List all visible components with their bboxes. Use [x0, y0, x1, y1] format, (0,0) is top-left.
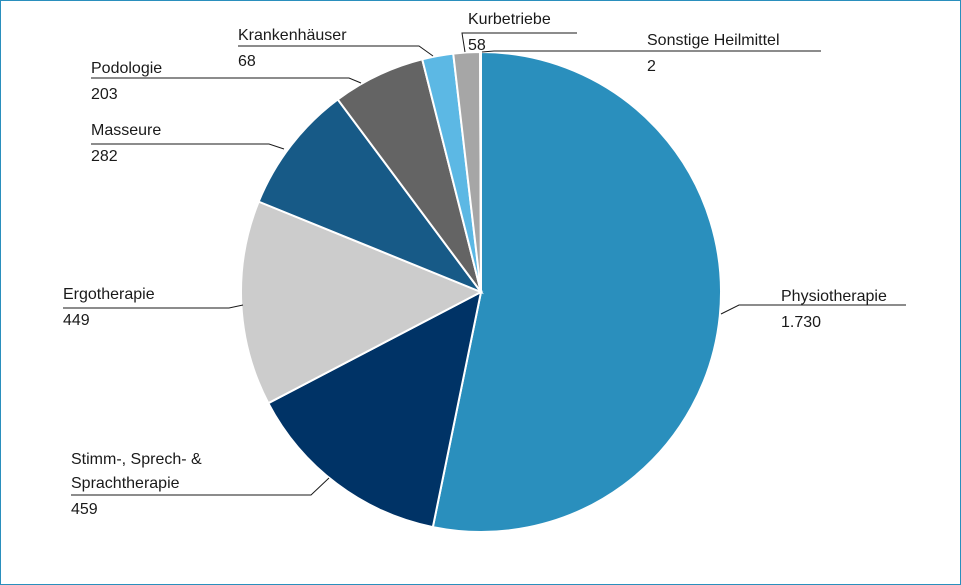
slice-value-physiotherapie: 1.730 [781, 314, 821, 331]
pie-slice-physiotherapie [431, 50, 722, 533]
pie-slice-stimm-sprech-sprachtherapie [266, 290, 483, 529]
pie-slice-masseure [257, 98, 484, 295]
slice-value-ergotherapie: 449 [63, 312, 90, 329]
slice-label-ergotherapie: Ergotherapie [63, 286, 155, 303]
slice-label-sonstige-heilmittel: Sonstige Heilmittel [647, 32, 780, 49]
slice-label-stimm-sprech-sprachtherapie: Stimm-, Sprech- & Sprachtherapie [71, 451, 202, 492]
leader-line-kurbetriebe [461, 32, 577, 53]
slice-labels: Physiotherapie 1.730 Stimm-, Sprech- & Spra… [63, 11, 887, 518]
leader-line-sonstige-heilmittel [481, 50, 821, 53]
slice-label-podologie: Podologie [91, 60, 162, 77]
pie-slice-sonstige-heilmittel [479, 50, 482, 293]
slice-value-kurbetriebe: 58 [468, 37, 486, 54]
slice-value-stimm-sprech-sprachtherapie: 459 [71, 501, 98, 518]
leader-line-krankenhaeuser [238, 45, 434, 57]
slice-value-podologie: 203 [91, 86, 118, 103]
leader-line-podologie [91, 77, 362, 84]
slice-label-physiotherapie: Physiotherapie [781, 288, 887, 305]
slice-label-krankenhaeuser: Krankenhäuser [238, 27, 347, 44]
slice-value-krankenhaeuser: 68 [238, 53, 256, 70]
slice-value-sonstige-heilmittel: 2 [647, 58, 656, 75]
leader-line-ergotherapie [63, 304, 244, 309]
leader-line-masseure [91, 143, 285, 150]
leader-lines [63, 32, 906, 496]
slice-value-masseure: 282 [91, 148, 118, 165]
leader-line-stimm-sprech-sprachtherapie [71, 477, 330, 496]
pie-slices [240, 50, 722, 533]
slice-label-masseure: Masseure [91, 122, 161, 139]
pie-slice-ergotherapie [240, 200, 484, 405]
leader-line-physiotherapie [720, 304, 906, 315]
slice-label-kurbetriebe: Kurbetriebe [468, 11, 551, 28]
